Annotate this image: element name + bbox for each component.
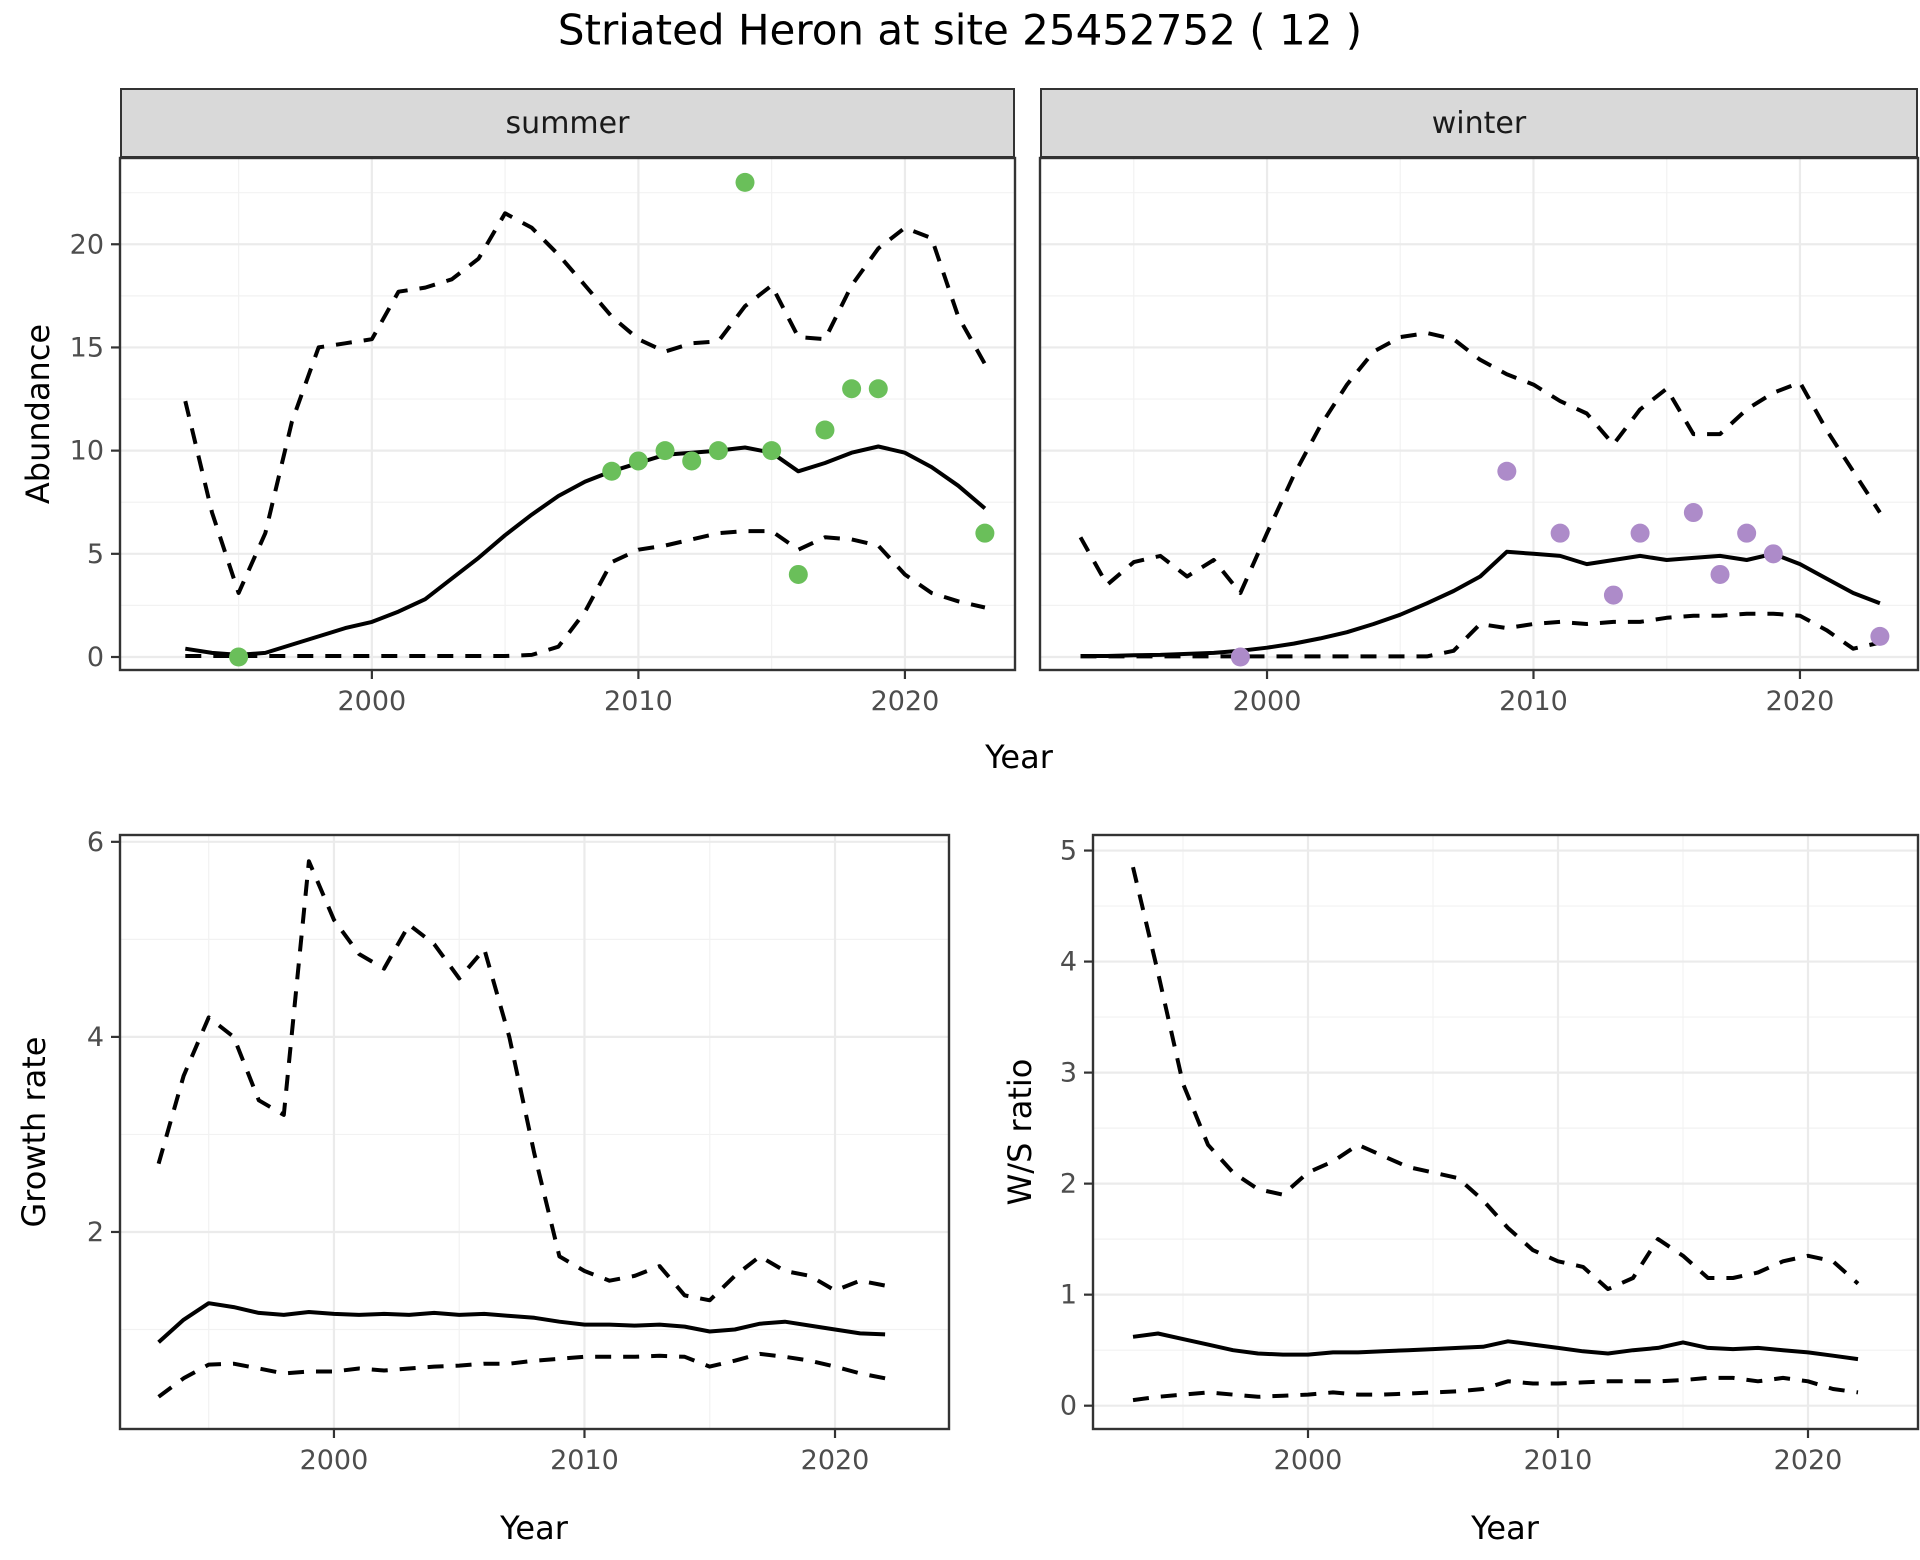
abundance-summer-observation-point [842, 379, 862, 399]
abundance-winter-observation-point [1737, 523, 1757, 543]
abundance-winter-observation-point [1870, 626, 1890, 646]
facet-strip-summer-label: summer [505, 105, 630, 141]
abundance-winter-observation-point [1230, 647, 1250, 667]
x-axis-title-year-top: Year [985, 738, 1053, 776]
abundance-summer-observation-point [628, 451, 648, 471]
abundance-summer-observation-point [229, 647, 249, 667]
ws-ratio-lower-95ci-line [1132, 1375, 1859, 1403]
y-tick-label: 1 [1060, 1280, 1077, 1311]
y-tick-label: 6 [87, 827, 104, 858]
y-tick-label: 0 [87, 642, 104, 673]
abundance-summer-observation-point [762, 441, 782, 461]
abundance-summer-fit-line [184, 444, 987, 657]
panel-growth-rate: 2000 2010 2020 2 4 6 [87, 827, 951, 1476]
abundance-summer-observation-point [975, 523, 995, 543]
y-tick-label: 4 [87, 1022, 104, 1053]
abundance-summer-observation-point [602, 461, 622, 481]
x-tick-label: 2020 [871, 686, 940, 717]
y-tick-label: 0 [1060, 1391, 1077, 1422]
facet-strip-winter: winter [1040, 88, 1918, 158]
growth-rate-fit-line [157, 1301, 886, 1344]
y-tick-label: 2 [1060, 1169, 1077, 1200]
x-tick-label: 2000 [1274, 1445, 1343, 1476]
x-tick-label: 2010 [604, 686, 673, 717]
panel-ws-ratio: 2000 2010 2020 0 1 2 3 4 5 [1060, 833, 1920, 1476]
abundance-summer-observation-point [788, 564, 808, 584]
x-tick-label: 2000 [338, 686, 407, 717]
page-title: Striated Heron at site 25452752 ( 12 ) [557, 5, 1363, 55]
y-tick-label: 2 [87, 1217, 104, 1248]
x-tick-label: 2010 [1499, 686, 1568, 717]
abundance-summer-observation-point [815, 420, 835, 440]
abundance-winter-observation-point [1497, 461, 1517, 481]
facet-strip-winter-label: winter [1431, 105, 1527, 141]
growth-rate-upper-95ci-line [156, 859, 886, 1303]
ws-ratio-fit-line [1132, 1331, 1859, 1362]
abundance-summer-observation-point [868, 379, 888, 399]
abundance-winter-observation-point [1710, 564, 1730, 584]
abundance-summer-observation-point [735, 172, 755, 192]
x-tick-label: 2020 [801, 1445, 870, 1476]
y-tick-label: 10 [70, 436, 104, 467]
x-tick-label: 2020 [1774, 1445, 1843, 1476]
x-tick-label: 2000 [300, 1445, 369, 1476]
x-tick-label: 2010 [550, 1445, 619, 1476]
y-tick-label: 5 [1060, 836, 1077, 867]
y-tick-label: 4 [1060, 947, 1077, 978]
x-axis-title-year-bottom-right: Year [1471, 1509, 1539, 1547]
y-tick-label: 5 [87, 539, 104, 570]
abundance-winter-observation-point [1763, 544, 1783, 564]
ws-ratio-upper-95ci-line [1131, 866, 1860, 1292]
abundance-winter-upper-95ci-line [1078, 331, 1882, 595]
facet-strip-summer: summer [120, 88, 1015, 158]
growth-rate-lower-95ci-line [157, 1351, 886, 1399]
abundance-winter-fit-line [1080, 549, 1881, 658]
x-tick-label: 2020 [1766, 686, 1835, 717]
y-tick-label: 20 [70, 229, 104, 260]
panel-abundance-summer: 2000 2010 2020 0 5 10 15 20 [70, 156, 1017, 717]
abundance-winter-lower-95ci-line [1080, 611, 1881, 659]
abundance-summer-observation-point [655, 441, 675, 461]
x-axis-title-year-bottom-left: Year [500, 1509, 568, 1547]
abundance-winter-observation-point [1550, 523, 1570, 543]
abundance-winter-observation-point [1630, 523, 1650, 543]
abundance-summer-upper-95ci-line [183, 211, 987, 595]
x-tick-label: 2000 [1233, 686, 1302, 717]
abundance-summer-observation-point [682, 451, 702, 471]
x-tick-label: 2010 [1524, 1445, 1593, 1476]
abundance-winter-observation-point [1603, 585, 1623, 605]
abundance-winter-observation-point [1683, 503, 1703, 523]
y-tick-label: 3 [1060, 1058, 1077, 1089]
panel-abundance-winter: 2000 2010 2020 [1038, 156, 1920, 717]
y-tick-label: 15 [70, 332, 104, 363]
abundance-summer-observation-point [708, 441, 728, 461]
